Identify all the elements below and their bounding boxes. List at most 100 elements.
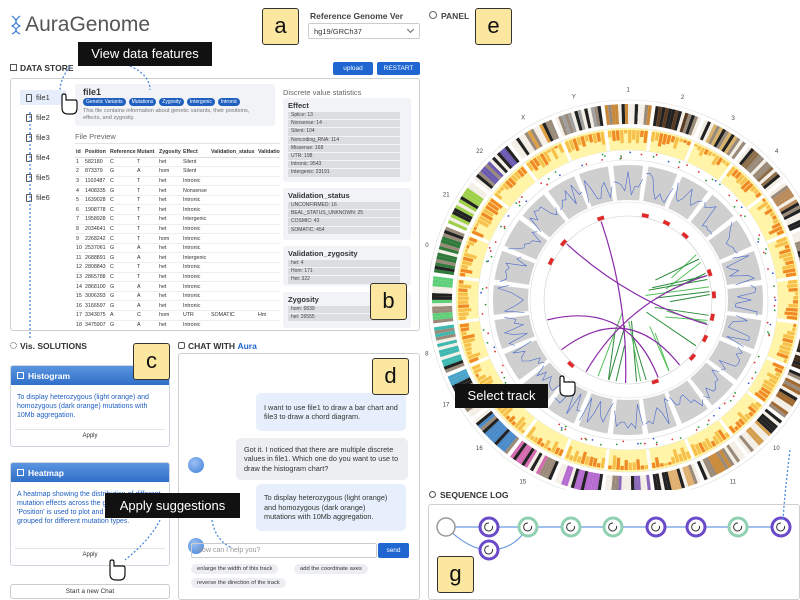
scatter-dot — [723, 402, 726, 405]
table-cell: 3475907 — [85, 321, 106, 327]
suggestion-chip[interactable]: add the coordinate axes — [294, 564, 368, 574]
send-button[interactable]: send — [378, 543, 409, 558]
suggestion-chip[interactable]: enlarge the width of this track — [191, 564, 279, 574]
chat-input[interactable]: How can I help you? — [191, 543, 377, 558]
chromosome-band — [554, 463, 565, 483]
histogram-bar — [471, 230, 484, 238]
chromosome-band — [646, 474, 651, 490]
chromosome-band — [432, 282, 453, 288]
histogram-bar — [738, 418, 746, 426]
table-cell-empty — [210, 253, 257, 263]
histogram-bar — [772, 362, 785, 370]
scatter-dot — [503, 227, 506, 230]
new-chat-button[interactable]: Start a new Chat — [10, 584, 170, 599]
histogram-bar — [661, 133, 668, 145]
chromosome-band — [652, 105, 660, 127]
chromosome-band — [577, 469, 586, 490]
chromosome-band — [726, 444, 741, 463]
scatter-dot — [751, 377, 754, 380]
table-cell: Intronic — [183, 283, 201, 290]
suggestion-chip[interactable]: reverse the direction of the track — [191, 578, 286, 588]
histogram-bar — [679, 138, 684, 143]
histogram-bar — [510, 174, 519, 183]
table-cell: 16 — [76, 302, 82, 309]
chromosome-band — [608, 475, 613, 490]
gray-track — [504, 340, 548, 380]
table-cell-empty — [210, 301, 257, 311]
chromosome-band — [557, 464, 568, 485]
stat-item: Missense: 168 — [288, 144, 400, 152]
chromosome-band — [770, 400, 789, 416]
reference-select[interactable]: hg19/GRCh37 — [308, 23, 420, 39]
histogram-bar — [698, 442, 706, 453]
file-item[interactable]: file1 — [20, 90, 66, 105]
chromosome-band — [524, 449, 538, 468]
histogram-bar — [558, 448, 564, 457]
chord-line — [655, 291, 710, 299]
file-item[interactable]: file4 — [20, 150, 66, 165]
restart-button[interactable]: RESTART — [377, 62, 420, 75]
histogram-bar — [704, 437, 713, 449]
chromosome-band — [679, 112, 689, 133]
line-track — [614, 404, 644, 430]
gray-track — [613, 165, 644, 201]
chromosome-band — [577, 109, 586, 130]
chromosome-band — [718, 132, 732, 151]
table-cell: 4 — [76, 187, 79, 194]
scatter-dot — [560, 426, 563, 429]
histogram-bar — [458, 296, 469, 300]
file-item[interactable]: file6 — [20, 190, 66, 205]
scatter-dot — [652, 437, 655, 440]
table-cell: het — [159, 177, 167, 184]
file-item[interactable]: file5 — [20, 170, 66, 185]
histogram-bar — [554, 145, 559, 149]
histogram-bar — [460, 268, 473, 274]
histogram-bar — [678, 453, 684, 462]
histogram-bar — [476, 219, 490, 228]
histogram-bar — [525, 161, 535, 172]
chromosome-band — [558, 115, 569, 136]
chromosome-band — [679, 467, 689, 488]
gray-track — [708, 340, 752, 381]
apply-button[interactable]: Apply — [82, 552, 98, 558]
file-item[interactable]: file2 — [20, 110, 66, 125]
chord-line — [648, 279, 708, 291]
upload-button[interactable]: upload — [333, 62, 373, 75]
chromosome-band — [795, 351, 800, 356]
log-node-icon — [484, 522, 494, 532]
chromosome-band — [518, 135, 533, 154]
file-item[interactable]: file3 — [20, 130, 66, 145]
table-cell: hom — [159, 168, 170, 175]
table-cell: UTR — [183, 312, 194, 319]
solution-divider — [15, 429, 165, 430]
scatter-dot — [643, 442, 646, 445]
histogram-bar — [514, 416, 526, 429]
histogram-bar — [787, 279, 798, 284]
stat-name: Validation_status — [288, 191, 350, 200]
scatter-dot — [604, 155, 606, 157]
chromosome-band — [788, 223, 800, 232]
chromosome-band — [437, 249, 459, 258]
scatter-dot — [734, 392, 737, 394]
histogram-bar — [717, 429, 727, 441]
table-cell: Hm — [258, 312, 267, 319]
table-cell-empty — [257, 263, 280, 273]
chromosome-band — [450, 213, 470, 226]
circos-plot: 12345678910111213141516171819202122XY — [425, 88, 800, 490]
scatter-dot — [515, 202, 518, 205]
chromosome-band — [731, 440, 746, 459]
histogram-bar — [619, 130, 624, 144]
gray-track — [578, 166, 614, 207]
vis-title: Vis. SOLUTIONS — [20, 341, 87, 351]
histogram-bar — [576, 456, 582, 464]
histogram-bar — [636, 459, 641, 470]
chromosome-band — [611, 475, 616, 490]
histogram-bar — [557, 143, 565, 154]
chromosome-band — [597, 473, 604, 490]
apply-button[interactable]: Apply — [82, 433, 98, 439]
chromosome-band — [738, 434, 754, 453]
histogram-bar — [462, 256, 474, 263]
